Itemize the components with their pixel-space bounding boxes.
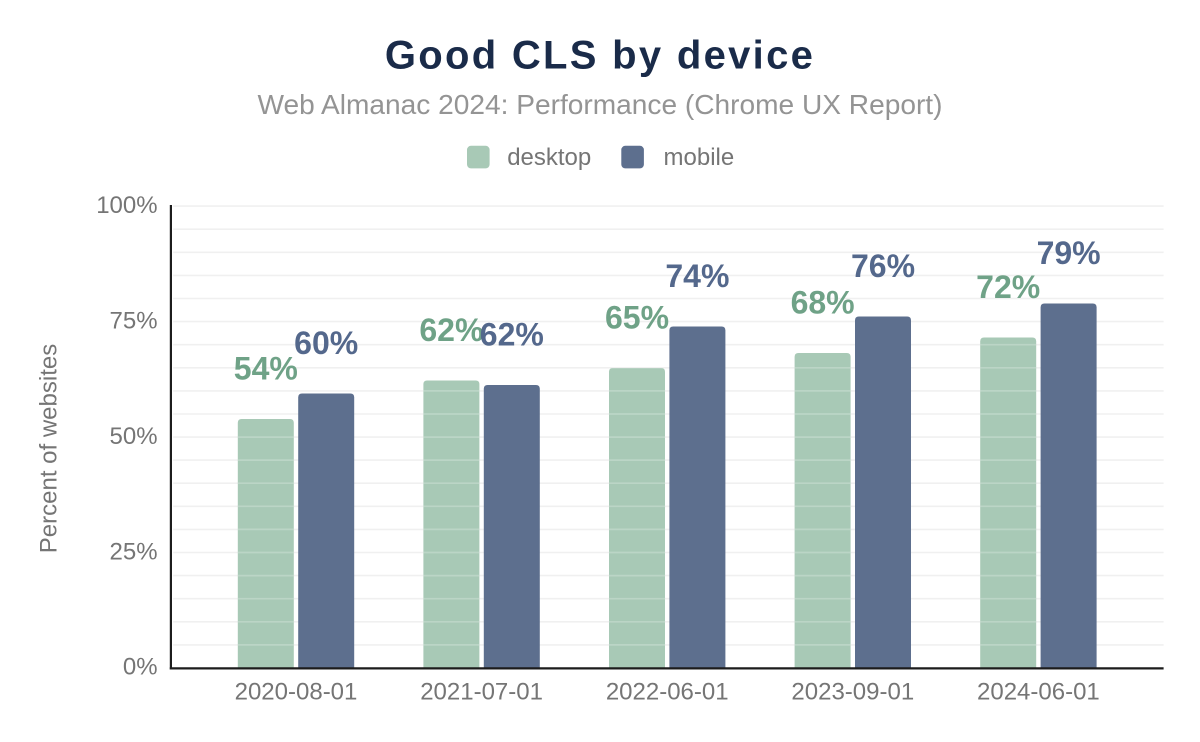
svg-text:79%: 79% xyxy=(1037,235,1101,271)
svg-text:74%: 74% xyxy=(665,258,729,294)
svg-text:60%: 60% xyxy=(294,325,358,361)
svg-text:50%: 50% xyxy=(110,423,158,450)
svg-text:mobile: mobile xyxy=(664,144,735,171)
svg-text:76%: 76% xyxy=(851,248,915,284)
svg-text:Percent of websites: Percent of websites xyxy=(35,344,62,553)
svg-text:62%: 62% xyxy=(480,317,544,353)
svg-text:2020-08-01: 2020-08-01 xyxy=(235,679,358,706)
svg-text:65%: 65% xyxy=(605,300,669,336)
svg-text:Good CLS by device: Good CLS by device xyxy=(385,34,815,78)
svg-text:Web Almanac 2024: Performance: Web Almanac 2024: Performance (Chrome UX… xyxy=(258,89,943,120)
svg-text:25%: 25% xyxy=(110,538,158,565)
svg-text:54%: 54% xyxy=(234,351,298,387)
svg-text:desktop: desktop xyxy=(507,144,591,171)
svg-text:2023-09-01: 2023-09-01 xyxy=(791,679,914,706)
svg-text:2024-06-01: 2024-06-01 xyxy=(977,679,1100,706)
svg-text:100%: 100% xyxy=(96,192,157,219)
svg-text:2021-07-01: 2021-07-01 xyxy=(420,679,543,706)
svg-text:68%: 68% xyxy=(791,285,855,321)
svg-text:0%: 0% xyxy=(123,654,158,681)
svg-text:75%: 75% xyxy=(110,307,158,334)
svg-text:72%: 72% xyxy=(976,269,1040,305)
svg-text:62%: 62% xyxy=(419,312,483,348)
svg-text:2022-06-01: 2022-06-01 xyxy=(606,679,729,706)
